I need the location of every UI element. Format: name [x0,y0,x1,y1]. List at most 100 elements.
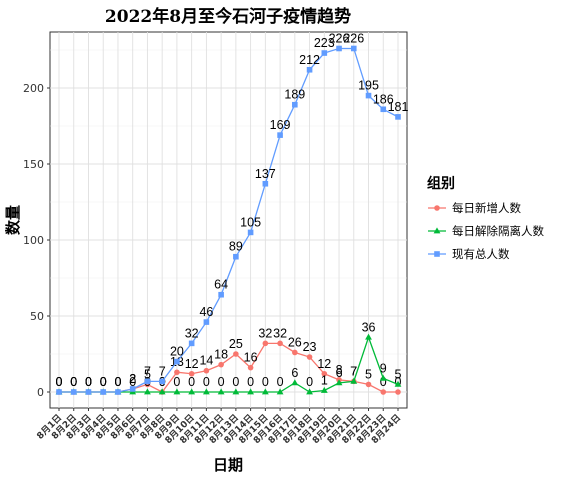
data-point [247,388,255,395]
data-point [292,349,298,356]
data-label: 20 [170,345,184,359]
data-label: 0 [100,375,107,389]
y-tick-label: 200 [23,82,44,95]
data-label: 186 [373,92,394,106]
data-label: 0 [114,375,121,389]
data-point [350,377,358,384]
data-label: 0 [70,375,77,389]
data-point [292,101,298,108]
data-label: 169 [270,118,291,132]
data-point [365,92,372,99]
data-label: 0 [85,375,92,389]
data-label: 32 [273,326,287,340]
data-label: 26 [288,335,302,349]
data-label: 0 [218,375,225,389]
data-label: 212 [299,53,320,67]
data-label: 0 [114,375,121,389]
data-point [261,388,269,395]
data-point [174,369,180,376]
data-label: 0 [70,375,77,389]
data-point [218,361,224,368]
data-point [277,340,283,347]
y-tick-label: 50 [30,310,44,323]
data-label: 7 [144,364,151,378]
data-label: 0 [56,375,63,389]
legend-key-marker [434,205,440,211]
plot-panel [49,31,408,409]
data-label: 0 [114,375,121,389]
legend-label: 每日新增人数 [452,201,521,215]
data-point [158,388,166,395]
data-point [262,180,269,187]
y-axis-title: 数量 [4,205,22,235]
y-tick-label: 150 [23,158,44,171]
data-point [100,389,107,395]
y-tick-label: 100 [23,234,44,247]
data-label: 181 [388,100,409,114]
data-point [247,229,254,236]
data-point [56,389,62,395]
plot-area: 0501001502008月1日8月2日8月3日8月4日8月5日8月6日8月7日… [23,31,408,446]
data-point [174,358,180,365]
legend-title: 组别 [427,175,455,192]
data-point [350,45,357,52]
legend-label: 现有总人数 [452,247,510,261]
data-label: 89 [229,240,243,254]
data-point [85,389,92,395]
data-point [159,378,165,385]
data-point [321,50,328,56]
data-label: 5 [395,367,402,381]
data-label: 0 [262,375,269,389]
legend-item: 现有总人数 [428,247,510,261]
data-label: 6 [336,366,343,380]
legend-key-marker [433,227,441,234]
legend-key-marker [434,251,440,257]
data-label: 0 [70,375,77,389]
data-label: 0 [173,375,180,389]
data-label: 0 [100,375,107,389]
data-label: 32 [258,326,272,340]
data-point [232,388,240,395]
data-label: 12 [185,357,199,371]
data-point [306,388,313,395]
data-label: 0 [277,375,284,389]
data-point [202,388,210,395]
data-label: 64 [214,278,228,292]
data-label: 2 [129,372,136,386]
data-point [395,114,401,120]
data-label: 12 [317,357,331,371]
data-label: 226 [329,31,350,45]
data-point [321,370,328,377]
data-point [247,364,254,371]
data-label: 7 [350,364,357,378]
data-label: 0 [247,375,254,389]
data-label: 189 [284,88,305,102]
data-label: 5 [144,367,151,381]
data-label: 6 [291,366,298,380]
data-label: 25 [229,337,243,351]
data-point [365,333,372,340]
data-label: 36 [362,320,376,334]
data-label: 137 [255,167,276,181]
data-point [262,340,269,347]
data-point [394,380,402,387]
data-label: 0 [85,375,92,389]
data-label: 46 [199,305,213,319]
data-label: 226 [343,31,364,45]
data-label: 1 [321,373,328,387]
data-label: 0 [85,375,92,389]
data-label: 0 [380,375,387,389]
data-label: 0 [232,375,239,389]
legend-label: 每日解除隔离人数 [452,224,544,238]
data-point [115,389,121,395]
data-label: 195 [358,79,379,93]
data-label: 2 [129,372,136,386]
data-label: 18 [214,348,228,362]
data-point [335,379,343,386]
data-point [188,388,196,395]
data-label: 7 [159,364,166,378]
data-point [276,388,284,395]
data-label: 14 [199,354,213,368]
